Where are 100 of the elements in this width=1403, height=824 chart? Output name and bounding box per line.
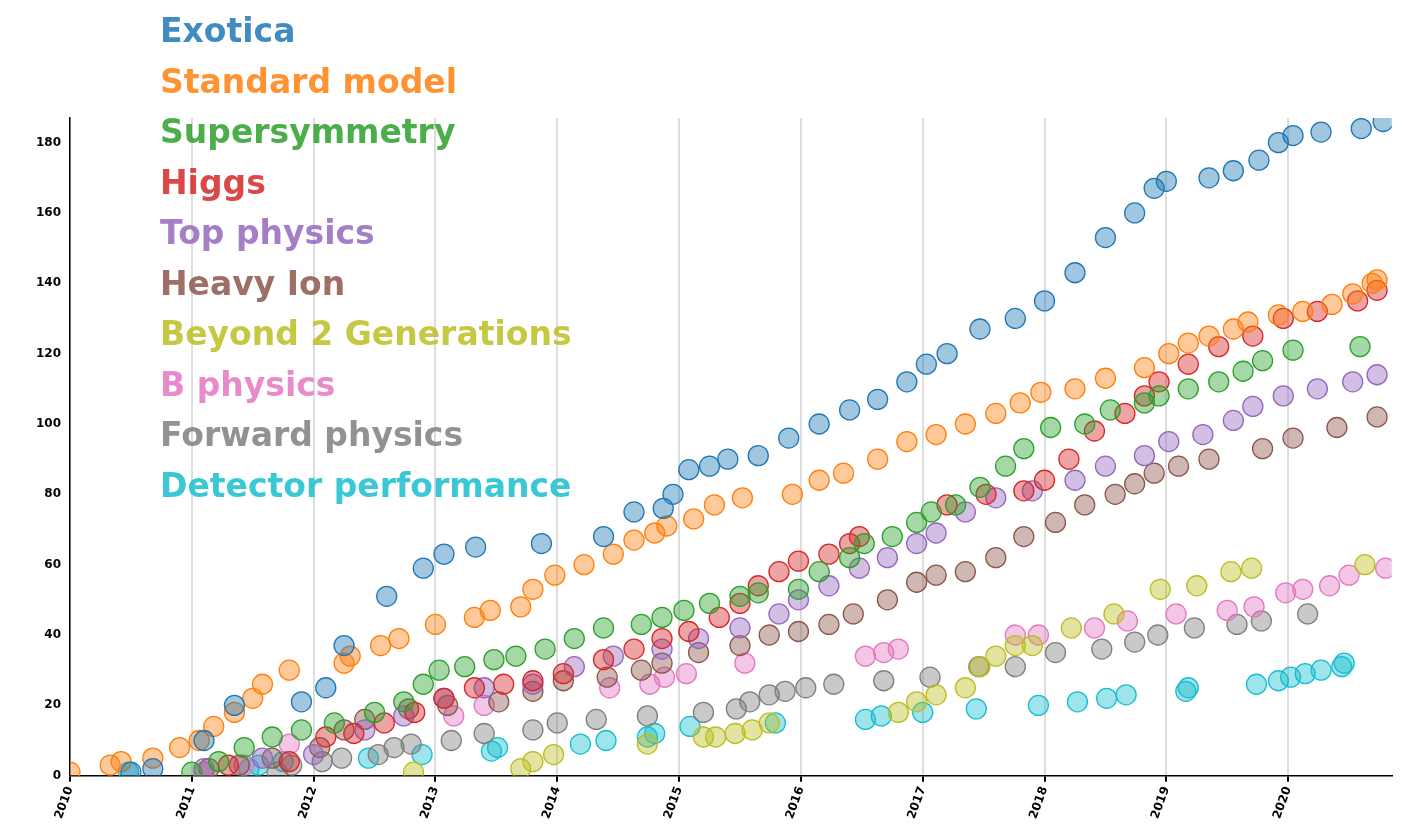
point [683,508,705,530]
point [412,673,434,695]
point [832,462,855,484]
point [1058,448,1080,470]
x-tick-label: 2014 [538,784,564,821]
point [569,733,592,755]
point [678,459,700,481]
point [424,613,447,636]
point [193,729,215,752]
point [1083,617,1106,639]
point [388,627,410,650]
point [1342,283,1364,305]
point [623,529,645,551]
point [1147,624,1169,646]
point [854,645,877,667]
point [630,613,652,636]
y-tick-label: 100 [35,416,61,431]
point [1177,353,1199,375]
point [1115,684,1137,706]
point [546,712,568,734]
point [808,469,830,491]
y-tick-label: 180 [35,134,61,149]
point [463,606,486,629]
x-tick-label: 2011 [172,784,198,821]
y-tick-label: 40 [44,627,61,642]
point [1297,603,1319,625]
point [1248,149,1270,171]
point [207,750,230,773]
point [866,388,889,411]
point [1177,378,1199,400]
point [936,342,958,365]
point [1292,300,1314,323]
point [1133,444,1156,467]
point [573,554,595,576]
text: Standard model [160,60,458,103]
point [795,677,817,699]
point [741,719,763,741]
point [887,638,909,660]
point [1013,525,1035,548]
y-tick-label: 60 [44,556,61,571]
point [1222,409,1244,432]
point [563,627,585,650]
point [493,673,515,695]
point [818,613,840,636]
point [954,677,976,699]
point [1354,554,1376,576]
point [944,494,967,516]
point [1013,437,1035,460]
x-tick-label: 2020 [1269,784,1294,821]
point [1158,430,1180,453]
point [1158,342,1180,365]
point [1198,325,1220,347]
point [1366,269,1388,291]
point [223,694,246,716]
point [369,634,392,657]
point [1366,364,1388,386]
point [662,483,684,505]
point [1167,455,1190,477]
point [887,701,909,724]
point [1044,641,1067,664]
point [592,648,615,671]
text: Exotica [160,10,297,52]
point [842,603,864,625]
point [853,532,875,555]
x-tick-label: 2019 [1147,784,1173,821]
x-tick-label: 2015 [660,784,685,821]
point [1208,371,1230,393]
point [925,522,947,544]
text: Heavy Ion [160,262,347,305]
point [1282,427,1304,449]
point [651,627,673,650]
point [623,501,645,523]
point [778,427,800,449]
point [433,543,455,565]
point [954,413,976,435]
point [1013,480,1035,502]
point [1091,638,1113,660]
point [486,736,509,759]
point [585,708,607,731]
point [440,729,462,752]
point [636,733,659,755]
point [1251,350,1274,372]
point [302,743,325,766]
point [1310,659,1332,681]
point [592,525,615,548]
point [1292,578,1314,600]
point [623,638,645,660]
point [1133,357,1156,379]
point [698,455,721,477]
point [534,638,556,660]
point [818,575,840,597]
point [1282,124,1304,147]
point [781,483,804,505]
point [703,494,726,516]
point [1338,564,1360,586]
point [510,596,532,618]
point [1143,462,1165,484]
x-tick-label: 2016 [782,784,807,821]
point [412,557,434,579]
point [652,497,674,520]
